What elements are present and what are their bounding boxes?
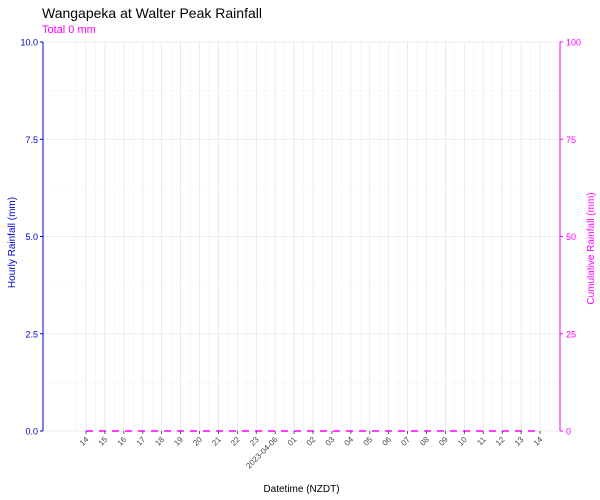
left-tick-label: 5.0 [25, 232, 38, 242]
x-tick-label: 03 [324, 435, 337, 448]
x-tick-label: 06 [380, 435, 393, 448]
chart-subtitle: Total 0 mm [42, 24, 96, 36]
x-tick-label: 17 [135, 435, 148, 448]
x-tick-label: 14 [78, 435, 91, 448]
x-tick-label: 05 [362, 435, 375, 448]
x-axis-title: Datetime (NZDT) [263, 484, 339, 495]
x-tick-label: 12 [494, 435, 507, 448]
right-tick-label: 0 [566, 427, 571, 437]
x-tick-label: 10 [456, 435, 469, 448]
x-tick-label: 08 [418, 435, 431, 448]
x-tick-label: 23 [248, 435, 261, 448]
x-tick-label: 21 [210, 435, 223, 448]
x-tick-label: 04 [343, 435, 356, 448]
x-tick-label: 19 [172, 435, 185, 448]
right-tick-label: 100 [566, 38, 581, 48]
x-tick-label: 01 [286, 435, 299, 448]
x-tick-label: 16 [116, 435, 129, 448]
chart-title: Wangapeka at Walter Peak Rainfall [42, 5, 262, 21]
left-tick-label: 2.5 [25, 329, 38, 339]
x-tick-label: 22 [229, 435, 242, 448]
left-axis-title: Hourly Rainfall (mm) [7, 197, 18, 288]
right-axis-title: Cumulative Rainfall (mm) [586, 192, 597, 304]
left-tick-label: 0.0 [25, 427, 38, 437]
right-tick-label: 50 [566, 232, 576, 242]
x-tick-label: 13 [513, 435, 526, 448]
left-tick-label: 10.0 [20, 38, 38, 48]
right-tick-label: 75 [566, 135, 576, 145]
x-tick-label: 11 [475, 435, 488, 448]
right-tick-label: 25 [566, 329, 576, 339]
x-tick-label: 07 [399, 435, 412, 448]
left-tick-label: 7.5 [25, 135, 38, 145]
x-tick-label: 15 [97, 435, 110, 448]
x-tick-label: 02 [305, 435, 318, 448]
x-tick-label: 09 [437, 435, 450, 448]
x-tick-label: 14 [532, 435, 545, 448]
x-tick-label: 20 [191, 435, 204, 448]
x-tick-label: 18 [153, 435, 166, 448]
